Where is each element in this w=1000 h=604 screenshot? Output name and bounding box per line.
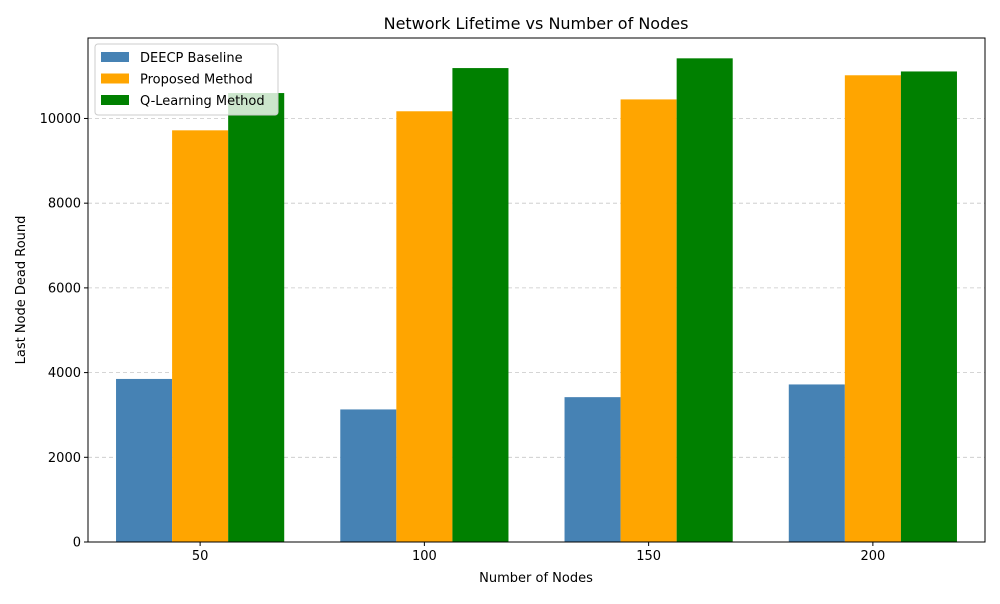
bar: [676, 58, 733, 543]
bar: [340, 409, 397, 542]
y-tick-label: 8000: [48, 197, 81, 212]
chart-title: Network Lifetime vs Number of Nodes: [384, 14, 689, 33]
y-tick-label: 4000: [48, 366, 81, 381]
bar: [172, 130, 229, 542]
bar: [228, 93, 285, 542]
legend: DEECP Baseline Proposed Method Q-Learning …: [94, 43, 279, 116]
bar: [452, 68, 509, 542]
x-tick-label: 150: [636, 549, 661, 564]
legend-box: [94, 43, 279, 116]
x-tick-label: 100: [412, 549, 437, 564]
x-tick-label: 200: [860, 549, 885, 564]
legend-swatch: [101, 52, 129, 62]
legend-label: Q-Learning Method: [140, 94, 265, 109]
legend-label: DEECP Baseline: [140, 51, 243, 66]
legend-swatch: [101, 73, 129, 84]
axis-ticks: 0 2000 4000 6000 8000 10000 50 100 150 200: [40, 112, 886, 564]
legend-label: Proposed Method: [140, 73, 253, 88]
y-tick-label: 2000: [48, 451, 81, 466]
bar: [620, 99, 677, 542]
legend-swatch: [101, 95, 129, 105]
bar: [116, 378, 173, 542]
y-tick-label: 10000: [40, 112, 81, 127]
bars: [116, 58, 957, 543]
y-tick-label: 6000: [48, 281, 81, 296]
plot-area-frame: [87, 37, 986, 543]
x-axis-label: Number of Nodes: [479, 571, 593, 586]
bar: [564, 397, 621, 542]
bar: [396, 111, 453, 542]
bar: [844, 75, 901, 542]
y-tick-label: 0: [73, 536, 81, 551]
x-tick-label: 50: [192, 549, 209, 564]
bar: [900, 71, 957, 542]
bar: [788, 384, 845, 542]
y-axis-label: Last Node Dead Round: [14, 216, 29, 365]
